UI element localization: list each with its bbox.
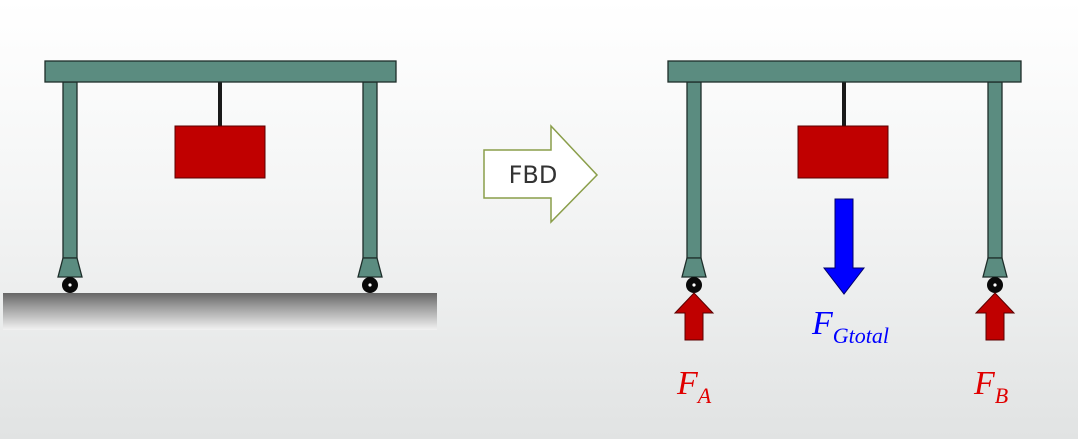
left-caster-mount bbox=[681, 257, 707, 278]
gantry-on-floor bbox=[3, 60, 437, 330]
reaction-force-b-arrow bbox=[974, 292, 1016, 341]
weight-force-arrow bbox=[822, 198, 866, 295]
left-leg bbox=[62, 81, 78, 259]
reaction-force-a-arrow bbox=[673, 292, 715, 341]
force-label-fgtotal: FGtotal bbox=[811, 305, 889, 348]
suspended-load bbox=[797, 125, 889, 179]
hanger-rod bbox=[842, 82, 846, 127]
fbd-label: FBD bbox=[509, 161, 558, 189]
floor bbox=[3, 293, 437, 330]
top-beam bbox=[667, 60, 1022, 83]
right-leg bbox=[362, 81, 378, 259]
left-caster-mount bbox=[57, 257, 83, 278]
right-caster-mount bbox=[357, 257, 383, 278]
suspended-load bbox=[174, 125, 266, 179]
right-caster-mount bbox=[982, 257, 1008, 278]
hanger-rod bbox=[218, 82, 222, 127]
right-leg bbox=[987, 81, 1003, 259]
fbd-transform-arrow: FBD bbox=[483, 124, 599, 224]
force-label-fa: FA bbox=[676, 365, 712, 408]
left-leg bbox=[686, 81, 702, 259]
force-label-fb: FB bbox=[973, 365, 1008, 408]
top-beam bbox=[44, 60, 397, 83]
free-body-diagram: FA FGtotal FB bbox=[667, 60, 1022, 408]
